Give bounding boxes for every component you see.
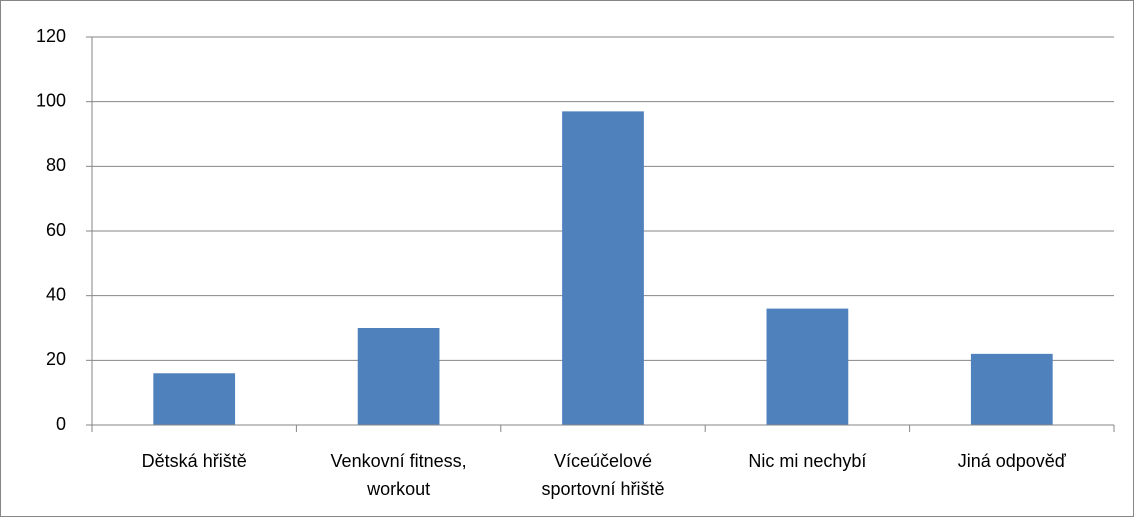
bar xyxy=(357,328,440,425)
bar xyxy=(562,111,644,425)
bar xyxy=(766,308,849,425)
bar xyxy=(970,353,1053,425)
x-tick-label: Venkovní fitness, workout xyxy=(331,451,467,499)
y-tick-label: 120 xyxy=(36,26,66,46)
bar xyxy=(153,373,236,425)
y-tick-label: 60 xyxy=(46,220,66,240)
y-tick-label: 20 xyxy=(46,349,66,369)
x-tick-label: Jiná odpověď xyxy=(958,451,1067,471)
x-tick-label: Nic mi nechybí xyxy=(748,451,866,471)
x-tick-label: Víceúčelové sportovní hřiště xyxy=(541,451,664,499)
y-tick-label: 0 xyxy=(56,414,66,434)
x-tick-label: Dětská hřiště xyxy=(142,451,247,471)
y-tick-label: 100 xyxy=(36,90,66,110)
y-tick-label: 80 xyxy=(46,155,66,175)
y-tick-label: 40 xyxy=(46,284,66,304)
